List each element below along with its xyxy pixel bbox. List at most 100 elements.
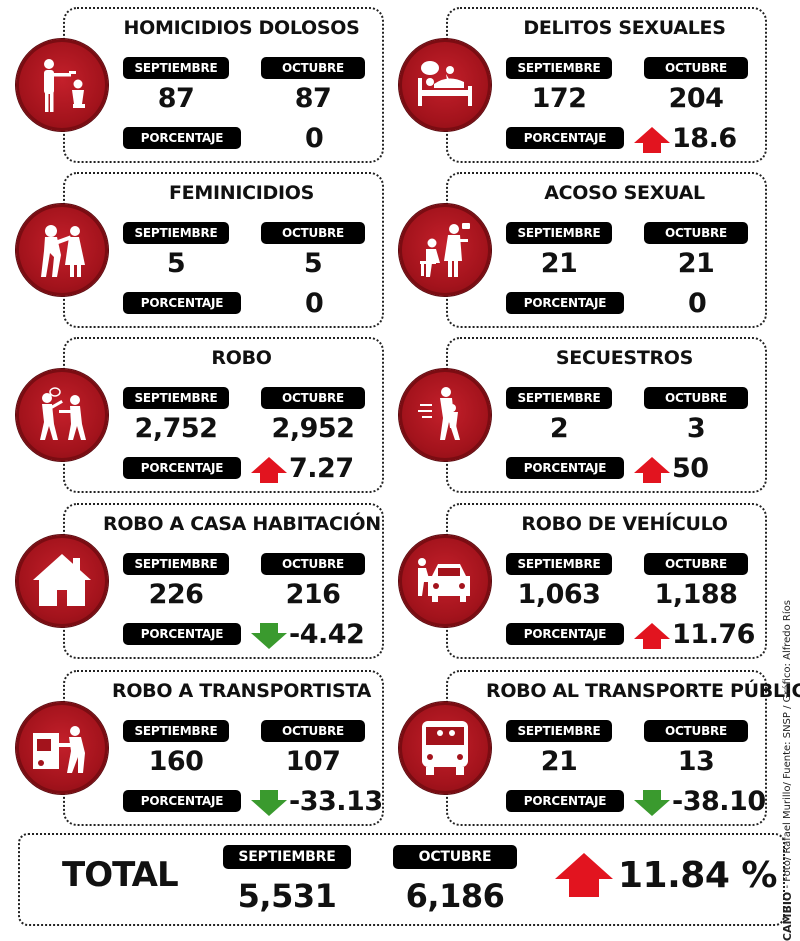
pct-value: 7.27 <box>289 453 354 484</box>
oct-label: OCTUBRE <box>644 720 748 742</box>
total-pct-value: 11.84 % <box>618 855 777 896</box>
pct-label: PORCENTAJE <box>123 457 241 479</box>
up-arrow-icon <box>634 623 670 649</box>
robbery-icon <box>16 369 108 461</box>
pct-label: PORCENTAJE <box>123 127 241 149</box>
card-robo-casa: ROBO A CASA HABITACIÓN SEPTIEMBRE OCTUBR… <box>63 503 384 659</box>
card-title: SECUESTROS <box>555 347 694 369</box>
oct-label: OCTUBRE <box>644 222 748 244</box>
up-arrow-icon <box>251 457 287 483</box>
gun-threat-icon <box>16 39 108 131</box>
up-arrow-icon <box>634 457 670 483</box>
pct-value: 50 <box>672 453 709 484</box>
sep-label: SEPTIEMBRE <box>123 222 229 244</box>
sep-label: SEPTIEMBRE <box>123 57 229 79</box>
sep-label: SEPTIEMBRE <box>506 720 612 742</box>
card-title: FEMINICIDIOS <box>169 182 314 204</box>
oct-value: 13 <box>677 746 715 777</box>
bed-assault-icon <box>399 39 491 131</box>
pct-label: PORCENTAJE <box>506 457 624 479</box>
oct-label: OCTUBRE <box>644 553 748 575</box>
card-secuestros: SECUESTROS SEPTIEMBRE OCTUBRE 2 3 PORCEN… <box>446 337 767 493</box>
pct-value: 0 <box>305 288 324 319</box>
harassment-icon <box>399 204 491 296</box>
total-sep-pill: SEPTIEMBRE <box>223 845 351 869</box>
kidnap-icon <box>399 369 491 461</box>
total-oct-value: 6,186 <box>405 877 505 915</box>
bus-icon <box>399 702 491 794</box>
sep-value: 21 <box>540 746 578 777</box>
pct-value: 0 <box>305 123 324 154</box>
card-robo-vehiculo: ROBO DE VEHÍCULO SEPTIEMBRE OCTUBRE 1,06… <box>446 503 767 659</box>
card-robo: ROBO SEPTIEMBRE OCTUBRE 2,752 2,952 PORC… <box>63 337 384 493</box>
sep-label: SEPTIEMBRE <box>123 387 229 409</box>
sep-value: 21 <box>540 248 578 279</box>
card-title: ROBO AL TRANSPORTE PÚBLICO <box>486 680 800 702</box>
brand-logo: CAMBIO <box>781 891 794 941</box>
pct-value: 0 <box>688 288 707 319</box>
oct-label: OCTUBRE <box>261 553 365 575</box>
pct-value: 18.6 <box>672 123 737 154</box>
card-title: HOMICIDIOS DOLOSOS <box>123 17 360 39</box>
card-acoso-sexual: ACOSO SEXUAL SEPTIEMBRE OCTUBRE 21 21 PO… <box>446 172 767 328</box>
oct-value: 1,188 <box>654 579 738 610</box>
sep-label: SEPTIEMBRE <box>506 222 612 244</box>
total-oct-pill: OCTUBRE <box>393 845 517 869</box>
card-title: ROBO A TRANSPORTISTA <box>112 680 371 702</box>
oct-label: OCTUBRE <box>261 720 365 742</box>
credit-line: CAMBIO - Foto/ Rafael Murillo/ Fuente: S… <box>781 600 794 941</box>
pct-value: -33.13 <box>289 786 383 817</box>
car-theft-icon <box>399 535 491 627</box>
sep-value: 1,063 <box>517 579 601 610</box>
card-robo-transportista: ROBO A TRANSPORTISTA SEPTIEMBRE OCTUBRE … <box>63 670 384 826</box>
sep-value: 2,752 <box>134 413 218 444</box>
total-label: TOTAL <box>62 855 179 895</box>
strike-woman-icon <box>16 204 108 296</box>
sep-label: SEPTIEMBRE <box>506 387 612 409</box>
total-sep-value: 5,531 <box>237 877 337 915</box>
oct-value: 216 <box>285 579 341 610</box>
oct-label: OCTUBRE <box>644 57 748 79</box>
pct-label: PORCENTAJE <box>506 623 624 645</box>
up-arrow-icon <box>634 127 670 153</box>
oct-value: 5 <box>303 248 323 279</box>
truck-theft-icon <box>16 702 108 794</box>
card-feminicidios: FEMINICIDIOS SEPTIEMBRE OCTUBRE 5 5 PORC… <box>63 172 384 328</box>
oct-value: 2,952 <box>271 413 355 444</box>
card-title: DELITOS SEXUALES <box>523 17 726 39</box>
oct-value: 3 <box>686 413 706 444</box>
pct-label: PORCENTAJE <box>506 127 624 149</box>
pct-label: PORCENTAJE <box>123 623 241 645</box>
sep-label: SEPTIEMBRE <box>123 553 229 575</box>
sep-value: 87 <box>157 83 195 114</box>
card-homicidios: HOMICIDIOS DOLOSOS SEPTIEMBRE OCTUBRE 87… <box>63 7 384 163</box>
card-title: ROBO A CASA HABITACIÓN <box>103 513 381 535</box>
sep-value: 5 <box>166 248 186 279</box>
total-card: TOTAL SEPTIEMBRE OCTUBRE 5,531 6,186 11.… <box>18 833 785 926</box>
sep-label: SEPTIEMBRE <box>506 553 612 575</box>
sep-value: 226 <box>148 579 204 610</box>
sep-value: 2 <box>549 413 569 444</box>
oct-label: OCTUBRE <box>261 57 365 79</box>
pct-label: PORCENTAJE <box>506 292 624 314</box>
card-robo-transporte-publico: ROBO AL TRANSPORTE PÚBLICO SEPTIEMBRE OC… <box>446 670 800 826</box>
pct-value: -38.10 <box>672 786 766 817</box>
credit-text: - Foto/ Rafael Murillo/ Fuente: SNSP / G… <box>782 600 793 889</box>
oct-label: OCTUBRE <box>644 387 748 409</box>
oct-label: OCTUBRE <box>261 387 365 409</box>
up-arrow-icon <box>555 853 613 897</box>
sep-value: 160 <box>148 746 204 777</box>
sep-value: 172 <box>531 83 587 114</box>
pct-value: 11.76 <box>672 619 755 650</box>
oct-value: 87 <box>294 83 332 114</box>
down-arrow-icon <box>634 790 670 816</box>
pct-label: PORCENTAJE <box>123 790 241 812</box>
house-icon <box>16 535 108 627</box>
oct-value: 107 <box>285 746 341 777</box>
card-title: ROBO <box>211 347 272 369</box>
pct-label: PORCENTAJE <box>123 292 241 314</box>
down-arrow-icon <box>251 623 287 649</box>
sep-label: SEPTIEMBRE <box>123 720 229 742</box>
card-delitos-sexuales: DELITOS SEXUALES SEPTIEMBRE OCTUBRE 172 … <box>446 7 767 163</box>
sep-label: SEPTIEMBRE <box>506 57 612 79</box>
